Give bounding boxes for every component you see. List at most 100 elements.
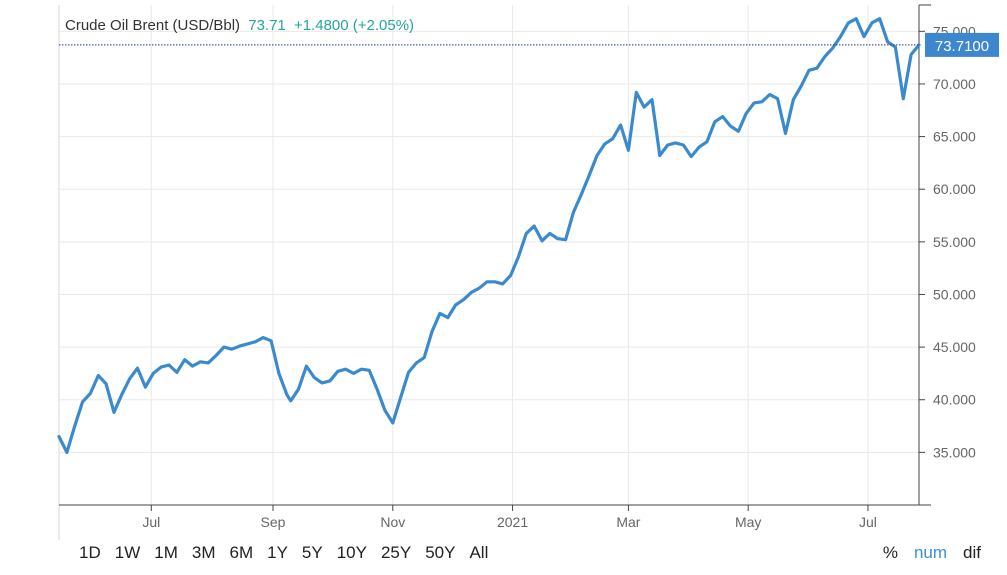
y-tick-label: 55.000: [933, 234, 976, 250]
data-point: [286, 393, 288, 395]
range-button-1m[interactable]: 1M: [154, 543, 178, 562]
range-button-1y[interactable]: 1Y: [267, 543, 288, 562]
data-point: [572, 211, 574, 213]
data-point: [847, 22, 849, 24]
data-point: [619, 124, 621, 126]
data-point: [627, 149, 629, 151]
data-point: [580, 193, 582, 195]
data-point: [168, 364, 170, 366]
data-point: [470, 291, 472, 293]
data-point: [509, 274, 511, 276]
data-point: [761, 101, 763, 103]
data-point: [454, 304, 456, 306]
last-price-tag-label: 73.7100: [935, 38, 989, 55]
data-point: [160, 366, 162, 368]
instrument-title: Crude Oil Brent (USD/Bbl): [65, 17, 241, 34]
price-chart[interactable]: 35.000 40.000 45.000 50.000 55.000 60.000 65.0…: [0, 0, 1007, 540]
last-price-tag-layer: 73.7100: [59, 32, 999, 57]
data-point: [666, 144, 668, 146]
x-tick-label: Jul: [142, 514, 160, 530]
range-button-1d[interactable]: 1D: [79, 543, 101, 562]
range-button-1w[interactable]: 1W: [114, 543, 141, 562]
data-point: [384, 409, 386, 411]
y-tick-label: 45.000: [933, 339, 976, 355]
data-point: [215, 354, 217, 356]
data-point: [329, 380, 331, 382]
data-point: [368, 369, 370, 371]
axes: 35.000 40.000 45.000 50.000 55.000 60.000 65.0…: [58, 4, 976, 540]
data-point: [313, 376, 315, 378]
series-line[interactable]: [57, 17, 921, 454]
data-point: [564, 239, 566, 241]
data-point: [525, 232, 527, 234]
data-point: [721, 115, 723, 117]
data-point: [745, 112, 747, 114]
data-point: [337, 370, 339, 372]
data-point: [588, 174, 590, 176]
data-point: [246, 343, 248, 345]
data-point: [682, 144, 684, 146]
range-button-25y[interactable]: 25Y: [380, 543, 412, 562]
data-point: [360, 368, 362, 370]
data-point: [121, 393, 123, 395]
last-price-tag: [925, 32, 999, 57]
data-point: [792, 99, 794, 101]
mode-button-dif[interactable]: dif: [963, 543, 981, 562]
data-point: [254, 341, 256, 343]
mode-button-percent[interactable]: %: [882, 543, 898, 562]
data-point: [321, 382, 323, 384]
range-button-all[interactable]: All: [469, 543, 489, 562]
data-point: [238, 345, 240, 347]
chart-header: Crude Oil Brent (USD/Bbl) 73.71 +1.4800 …: [65, 17, 414, 34]
series-layer: [57, 17, 921, 454]
data-point: [199, 361, 201, 363]
data-point: [81, 401, 83, 403]
data-point: [502, 283, 504, 285]
grid: [59, 5, 919, 505]
data-point: [690, 155, 692, 157]
chart-area[interactable]: 35.000 40.000 45.000 50.000 55.000 60.000 65.0…: [0, 0, 1007, 540]
data-point: [136, 367, 138, 369]
y-tick-label: 60.000: [933, 181, 976, 197]
range-button-10y[interactable]: 10Y: [336, 543, 367, 562]
data-point: [894, 46, 896, 48]
data-point: [66, 451, 68, 453]
data-point: [494, 281, 496, 283]
data-point: [517, 255, 519, 257]
data-point: [262, 336, 264, 338]
data-point: [863, 35, 865, 37]
range-button-5y[interactable]: 5Y: [301, 543, 323, 562]
data-point: [769, 93, 771, 95]
data-point: [183, 359, 185, 361]
data-point: [439, 312, 441, 314]
range-button-6m[interactable]: 6M: [229, 543, 254, 562]
data-point: [207, 362, 209, 364]
data-point: [423, 356, 425, 358]
data-point: [533, 225, 535, 227]
data-point: [784, 132, 786, 134]
y-tick-label: 35.000: [933, 444, 976, 460]
data-point: [105, 383, 107, 385]
data-point: [800, 85, 802, 87]
x-tick-label: Mar: [616, 514, 640, 530]
data-point: [478, 287, 480, 289]
data-point: [714, 121, 716, 123]
data-point: [674, 142, 676, 144]
x-tick-label: May: [735, 514, 761, 530]
range-button-50y[interactable]: 50Y: [425, 543, 456, 562]
data-point: [729, 125, 731, 127]
range-button-3m[interactable]: 3M: [191, 543, 216, 562]
data-point: [144, 386, 146, 388]
data-point: [611, 137, 613, 139]
data-point: [635, 91, 637, 93]
x-tick-label: 2021: [497, 514, 528, 530]
data-point: [659, 154, 661, 156]
data-point: [486, 281, 488, 283]
data-point: [706, 141, 708, 143]
last-price: 73.71: [248, 17, 286, 34]
data-point: [604, 143, 606, 145]
mode-button-num[interactable]: num: [913, 543, 948, 562]
data-point: [128, 377, 130, 379]
data-point: [113, 411, 115, 413]
data-point: [58, 435, 60, 437]
